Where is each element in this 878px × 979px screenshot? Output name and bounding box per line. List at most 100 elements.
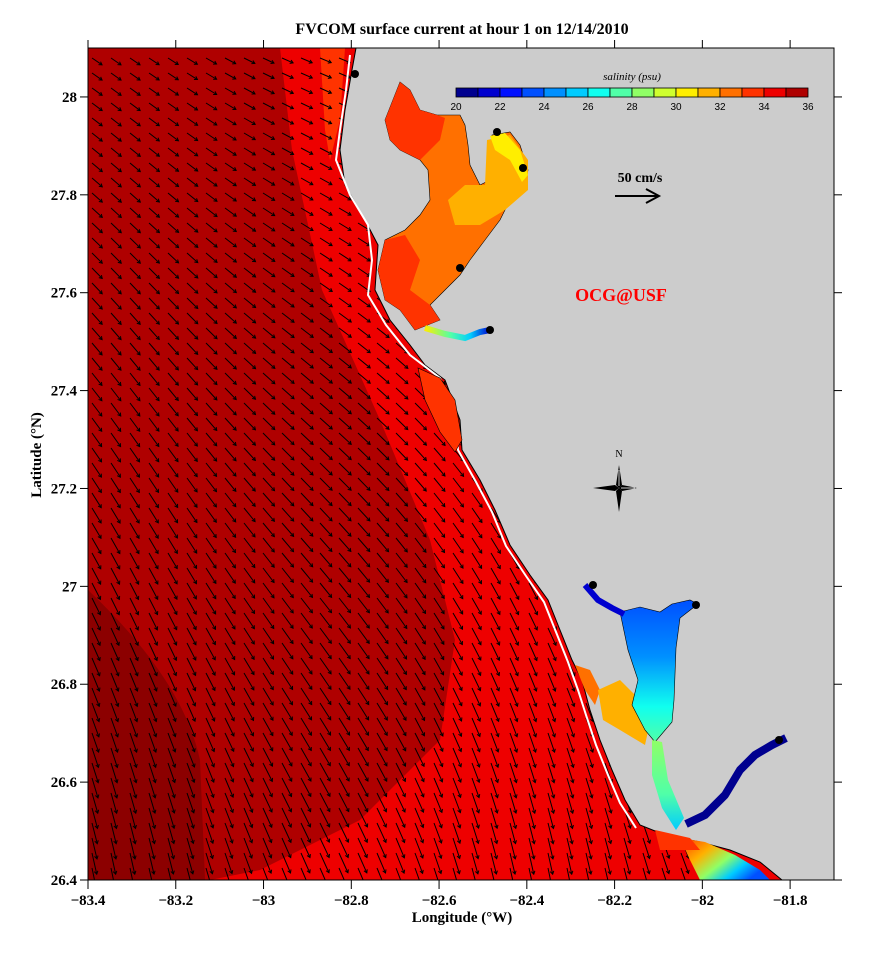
current-vector xyxy=(376,327,390,338)
current-vector xyxy=(148,417,160,432)
current-vector xyxy=(357,822,368,843)
current-vector-head xyxy=(288,731,293,737)
current-vector-head xyxy=(290,486,295,492)
current-vector-head xyxy=(135,534,140,540)
current-vector xyxy=(148,222,160,233)
current-vector-head xyxy=(213,136,218,141)
current-vector-head xyxy=(213,319,218,325)
current-vector xyxy=(224,342,237,355)
current-vector xyxy=(319,267,333,277)
current-vector xyxy=(186,387,198,401)
current-vector xyxy=(395,822,405,843)
current-vector-head xyxy=(231,640,236,646)
current-vector-head xyxy=(98,91,103,96)
current-vector-head xyxy=(117,198,122,203)
current-vector-head xyxy=(252,319,257,324)
current-vector xyxy=(186,327,199,340)
current-vector xyxy=(338,687,351,705)
current-vector xyxy=(91,192,103,203)
current-vector-head xyxy=(685,869,690,875)
current-vector-head xyxy=(328,196,333,201)
current-vector xyxy=(300,657,313,675)
current-vector-head xyxy=(309,471,314,476)
current-vector-head xyxy=(232,182,237,187)
current-vector-head xyxy=(95,718,101,723)
current-vector-head xyxy=(571,702,576,708)
current-vector-head xyxy=(136,213,141,219)
current-vector-head xyxy=(308,105,314,110)
current-vector xyxy=(148,777,156,798)
current-vector xyxy=(414,597,426,614)
current-vector-head xyxy=(174,152,180,157)
current-vector xyxy=(585,807,593,829)
current-vector xyxy=(262,627,275,644)
current-vector-head xyxy=(136,336,141,341)
current-vector xyxy=(186,432,198,447)
current-vector-head xyxy=(459,640,463,646)
current-vector xyxy=(205,387,218,401)
current-vector xyxy=(110,462,121,478)
current-vector-head xyxy=(385,349,390,354)
current-vector-head xyxy=(116,580,121,585)
current-vector xyxy=(224,252,237,263)
current-vector xyxy=(110,477,121,493)
current-vector xyxy=(319,717,331,736)
current-vector-head xyxy=(251,75,256,80)
current-vector xyxy=(243,687,255,706)
current-vector xyxy=(91,837,98,860)
current-vector-head xyxy=(494,794,499,799)
current-vector-head xyxy=(250,625,255,630)
current-vector-head xyxy=(496,565,501,570)
current-vector xyxy=(281,297,295,308)
current-vector xyxy=(262,687,274,706)
current-vector-head xyxy=(155,504,159,509)
current-vector xyxy=(186,72,198,80)
current-vector xyxy=(167,732,176,753)
current-vector-head xyxy=(532,794,537,799)
current-vector xyxy=(148,72,160,81)
current-vector-head xyxy=(232,167,237,171)
current-vector xyxy=(129,447,140,463)
current-vector-head xyxy=(152,763,157,769)
current-vector xyxy=(281,567,294,583)
current-vector xyxy=(186,297,199,309)
current-vector xyxy=(338,327,352,338)
current-vector-head xyxy=(134,641,139,647)
current-vector-head xyxy=(155,107,161,112)
current-vector-head xyxy=(290,471,295,476)
current-vector xyxy=(471,627,482,645)
current-vector-head xyxy=(287,838,292,844)
current-vector-head xyxy=(328,410,333,415)
current-vector xyxy=(319,417,333,430)
sarasota-bay xyxy=(417,367,463,453)
current-vector xyxy=(148,582,159,600)
current-vector xyxy=(148,207,160,218)
current-vector-head xyxy=(347,211,352,216)
current-vector-head xyxy=(171,824,176,830)
current-vector-head xyxy=(422,518,427,523)
current-vector xyxy=(167,87,179,96)
current-vector-head xyxy=(441,441,446,447)
current-vector xyxy=(509,747,518,768)
current-vector xyxy=(224,537,236,553)
current-vector xyxy=(205,657,216,676)
current-vector-head xyxy=(347,272,352,277)
current-vector xyxy=(91,147,103,157)
current-vector-head xyxy=(96,687,101,692)
current-vector-head xyxy=(440,686,445,691)
current-vector xyxy=(110,72,122,81)
current-vector-head xyxy=(95,748,100,754)
current-vector xyxy=(490,837,498,859)
current-vector-head xyxy=(513,809,518,815)
current-vector xyxy=(224,747,234,767)
current-vector-head xyxy=(231,625,236,630)
current-vector-head xyxy=(232,365,237,370)
current-vector-head xyxy=(496,610,501,616)
current-vector xyxy=(205,687,216,706)
current-vector-head xyxy=(249,823,254,829)
current-vector xyxy=(319,117,332,125)
current-vector-head xyxy=(232,380,237,385)
colorbar-swatch xyxy=(609,87,633,98)
current-vector xyxy=(357,312,371,323)
current-vector xyxy=(471,852,479,874)
